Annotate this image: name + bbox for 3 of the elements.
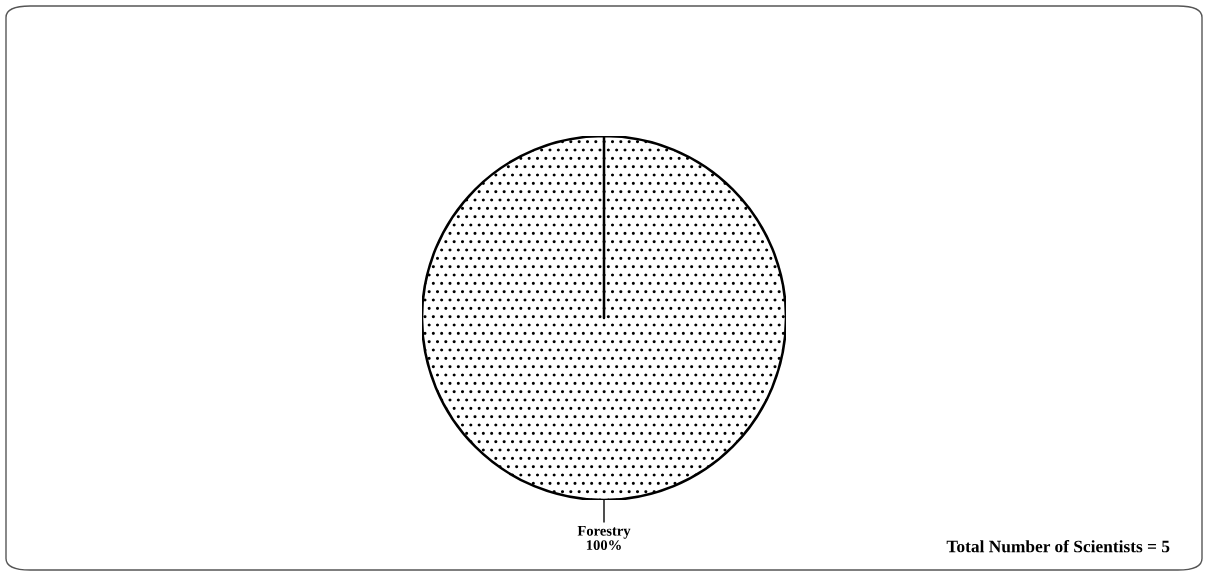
- data-label: 100%: [586, 540, 621, 551]
- text: Total Number of Scientists = 5: [946, 539, 1170, 553]
- slice-label: Forestry: [577, 526, 631, 539]
